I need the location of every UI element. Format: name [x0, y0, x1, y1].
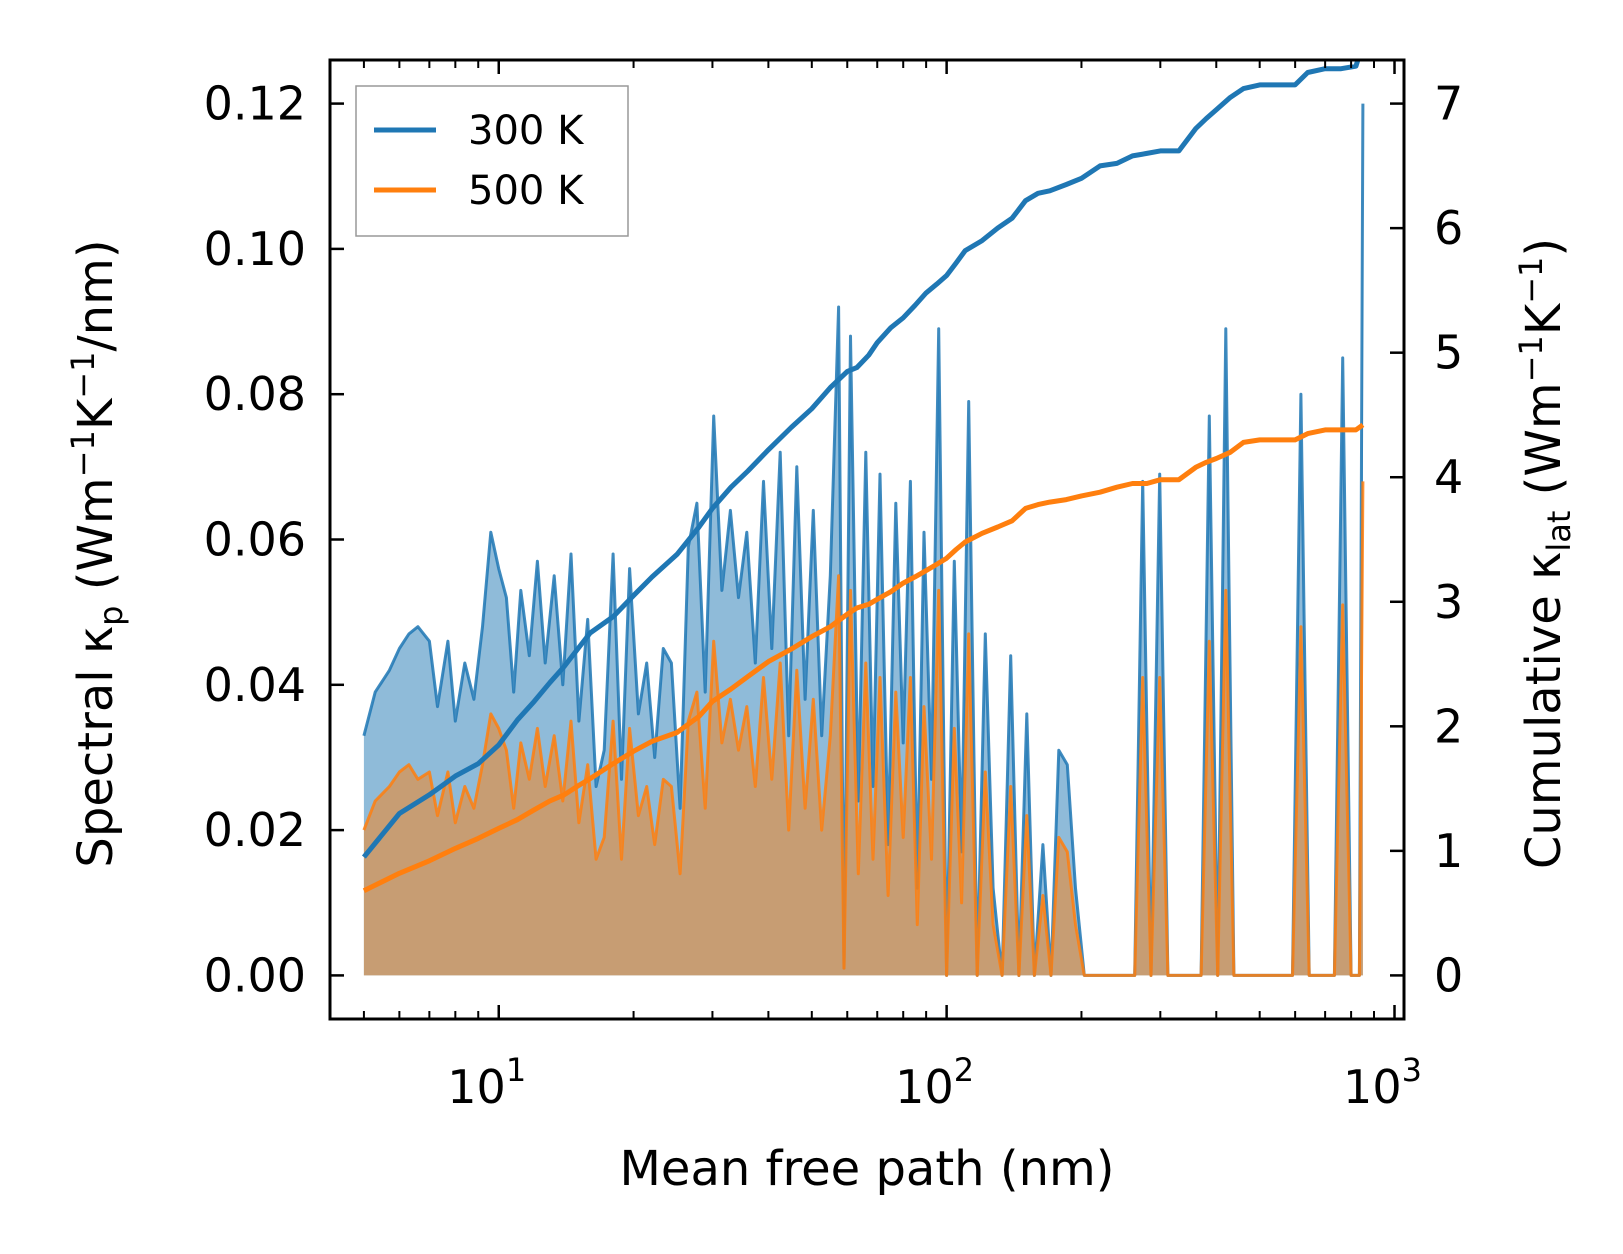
x-tick-label: 101 [447, 1051, 526, 1114]
y-left-tick-label: 0.04 [204, 658, 306, 712]
y-right-label-mid: K [1516, 302, 1572, 335]
y-left-label-sub: p [92, 606, 130, 626]
y-left-label-sup1: −1 [64, 430, 102, 477]
y-right-tick-label: 2 [1434, 699, 1463, 753]
y-right-tick-label: 7 [1434, 77, 1463, 131]
x-tick-label-exp: 2 [954, 1051, 974, 1089]
y-left-tick-label: 0.00 [204, 948, 306, 1002]
x-tick-label: 102 [895, 1051, 974, 1114]
y-left-tick-label: 0.12 [204, 77, 306, 131]
axis-labels: Mean free path (nm) Spectral κp (Wm−1K−1… [64, 238, 1578, 1197]
legend-box [355, 85, 629, 237]
y-right-label-sup2: −1 [1512, 257, 1550, 304]
y-left-tick-label: 0.02 [204, 803, 306, 857]
spectral-fills [362, 103, 1365, 977]
x-tick-label-exp: 3 [1402, 1051, 1422, 1089]
y-left-axis-label: Spectral κp (Wm−1K−1/nm) [64, 239, 130, 867]
y-left-label-prefix: Spectral κ [68, 626, 124, 868]
y-right-axis-label: Cumulative κlat (Wm−1K−1) [1512, 238, 1578, 869]
x-tick-label-base: 10 [1343, 1060, 1402, 1114]
y-right-label-units-close: ) [1516, 238, 1572, 257]
y-left-tick-label: 0.10 [204, 222, 306, 276]
legend-label-500-k: 500 K [468, 168, 585, 214]
y-right-tick-label: 0 [1434, 948, 1463, 1002]
y-right-tick-label: 5 [1434, 326, 1463, 380]
line-500-k-cumulative [362, 422, 1365, 893]
y-left-tick-label: 0.08 [204, 367, 306, 421]
y-right-tick-label: 3 [1434, 575, 1463, 629]
x-axis-label: Mean free path (nm) [620, 1141, 1115, 1197]
x-tick-label-base: 10 [447, 1060, 506, 1114]
x-tick-label-exp: 1 [506, 1051, 526, 1089]
cumulative-lines [361, 60, 1365, 893]
y-left-tick-label: 0.06 [204, 513, 306, 567]
y-left-label-mid: K [68, 397, 124, 430]
y-left-label-sup2: −1 [64, 352, 102, 399]
y-right-label-units-open: (Wm [1516, 382, 1572, 510]
line-500-k-spectral [362, 481, 1365, 977]
y-right-label-sub: lat [1540, 511, 1578, 552]
y-right-label-sup1: −1 [1512, 335, 1550, 382]
y-right-tick-label: 1 [1434, 824, 1463, 878]
y-right-tick-label: 6 [1434, 201, 1463, 255]
x-tick-label-base: 10 [895, 1060, 954, 1114]
line-300-k-cumulative [361, 60, 1361, 859]
x-tick-label: 103 [1343, 1051, 1422, 1114]
legend: 300 K 500 K [355, 85, 629, 237]
legend-label-300-k: 300 K [468, 108, 585, 154]
y-right-label-prefix: Cumulative κ [1516, 552, 1572, 870]
area-500-k-spectral [363, 481, 1363, 976]
y-right-tick-label: 4 [1434, 450, 1463, 504]
y-left-label-units-close: /nm) [68, 239, 124, 351]
y-left-label-units-open: (Wm [68, 477, 124, 605]
axes: 101 102 1030.000.020.040.060.080.100.12012… [204, 58, 1463, 1114]
